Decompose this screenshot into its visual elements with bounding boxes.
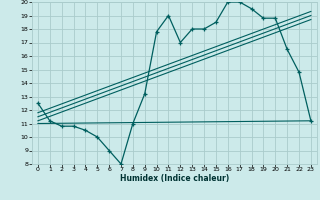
X-axis label: Humidex (Indice chaleur): Humidex (Indice chaleur) — [120, 174, 229, 183]
